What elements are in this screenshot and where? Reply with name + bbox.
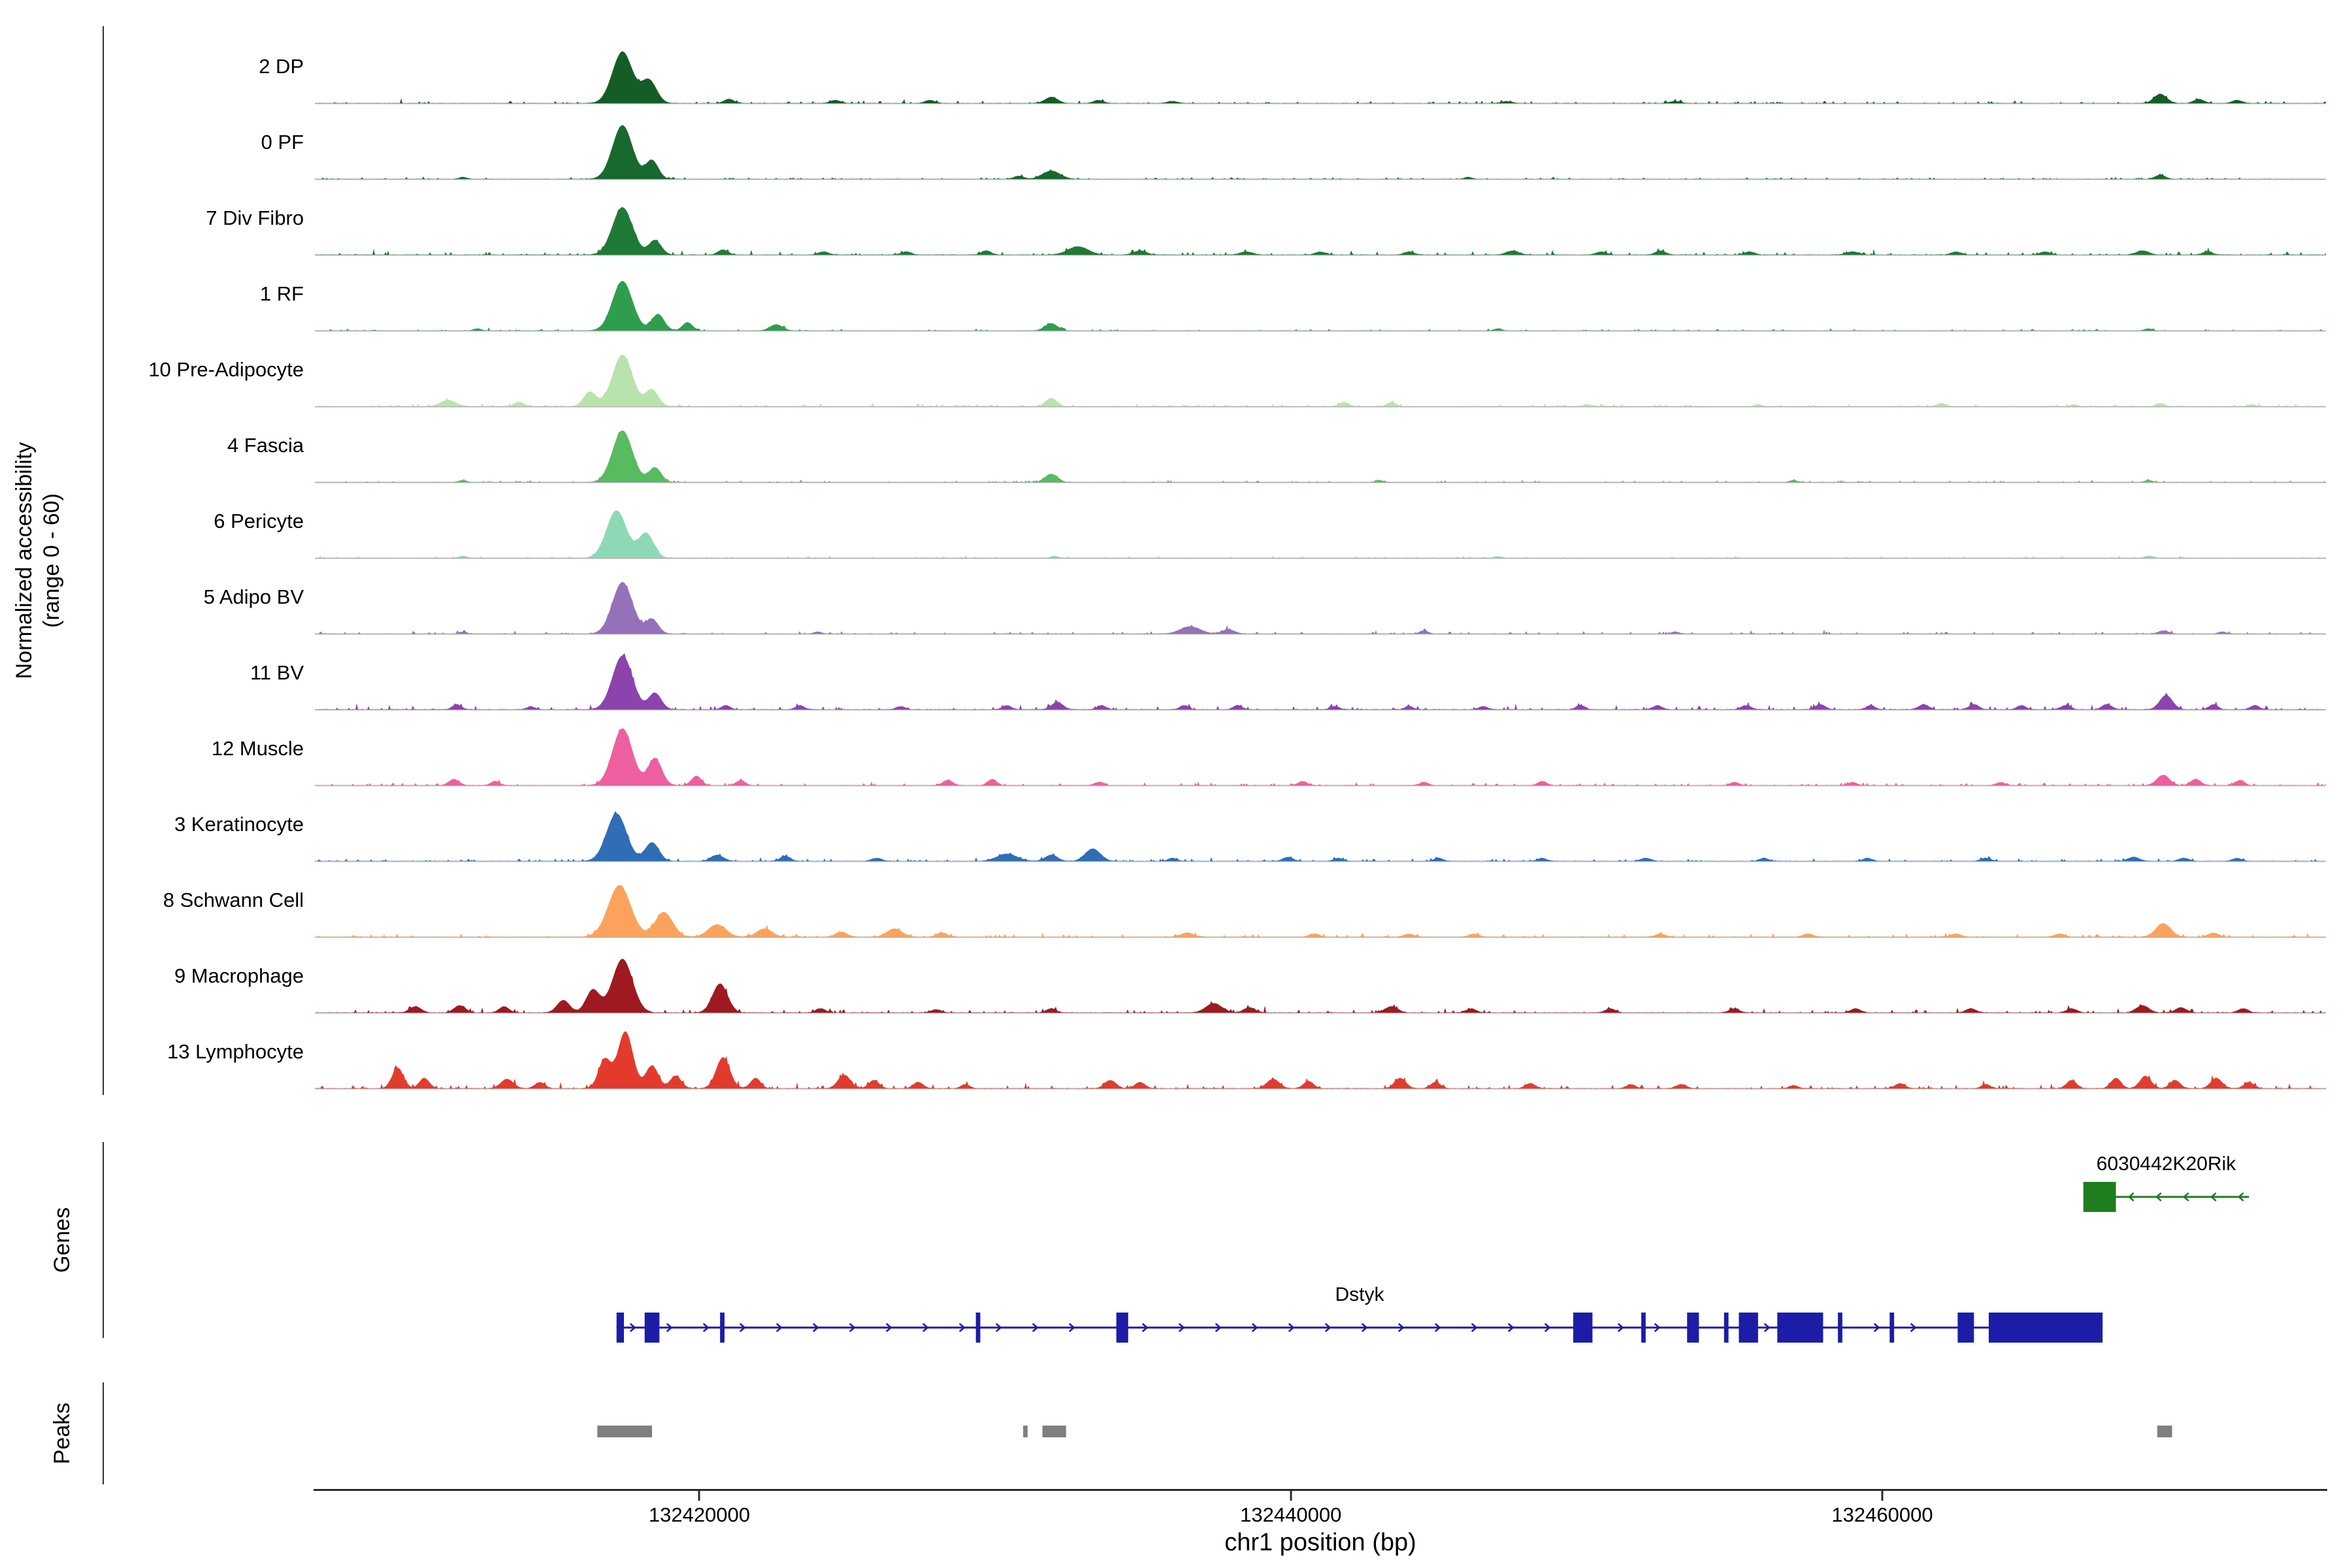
track-label: 3 Keratinocyte	[174, 813, 304, 836]
track-label: 11 BV	[250, 661, 304, 684]
x-tick-label: 132460000	[1831, 1503, 1933, 1526]
track-label: 12 Muscle	[211, 737, 304, 760]
track-row: 2 DP	[0, 29, 2352, 105]
track-label: 0 PF	[261, 131, 304, 154]
peak-calls	[597, 1426, 2172, 1437]
track-label: 9 Macrophage	[174, 964, 304, 987]
track-row: 7 Div Fibro	[0, 180, 2352, 256]
x-axis-title: chr1 position (bp)	[1224, 1529, 1416, 1556]
track-row: 8 Schwann Cell	[0, 862, 2352, 938]
track-row: 13 Lymphocyte	[0, 1014, 2352, 1090]
x-tick-mark	[1290, 1491, 1292, 1501]
peak-box	[597, 1426, 653, 1437]
peak-box	[2157, 1426, 2172, 1437]
track-label: 7 Div Fibro	[206, 206, 304, 229]
x-tick-mark	[1881, 1491, 1884, 1501]
track-row: 0 PF	[0, 105, 2352, 180]
x-tick-mark	[698, 1491, 700, 1501]
track-label: 5 Adipo BV	[203, 585, 304, 608]
track-row: 4 Fascia	[0, 408, 2352, 483]
track-signal	[315, 430, 2326, 483]
track-row: 6 Pericyte	[0, 483, 2352, 559]
track-signal	[315, 728, 2326, 787]
track-signal	[315, 811, 2326, 862]
track-signal	[315, 354, 2326, 408]
gene-model	[2083, 1182, 2249, 1212]
track-signal	[315, 206, 2326, 256]
gene-label-dstyk: Dstyk	[1335, 1284, 1384, 1305]
track-row: 3 Keratinocyte	[0, 787, 2352, 862]
track-signal	[315, 581, 2326, 635]
track-label: 6 Pericyte	[214, 510, 304, 532]
track-signal	[315, 885, 2326, 938]
gene-models	[616, 1182, 2249, 1343]
peak-box	[1042, 1426, 1066, 1437]
track-row: 5 Adipo BV	[0, 559, 2352, 635]
track-label: 10 Pre-Adipocyte	[148, 358, 304, 381]
track-label: 4 Fascia	[227, 434, 304, 457]
track-signal	[315, 510, 2326, 559]
x-axis-line	[314, 1489, 2327, 1491]
x-tick-label: 132420000	[648, 1503, 751, 1526]
track-signal	[315, 51, 2326, 105]
track-row: 12 Muscle	[0, 711, 2352, 787]
track-label: 1 RF	[259, 282, 304, 305]
x-tick-label: 132440000	[1240, 1503, 1342, 1526]
track-signal	[315, 125, 2326, 180]
tracks-axis-line	[103, 26, 104, 1095]
track-signal	[315, 1031, 2326, 1090]
track-label: 13 Lymphocyte	[167, 1040, 304, 1063]
genes-axis-line	[103, 1142, 104, 1338]
gene-label-6030442k20rik: 6030442K20Rik	[2096, 1153, 2236, 1175]
peaks-panel-label: Peaks	[50, 1402, 74, 1465]
track-signal	[315, 958, 2326, 1014]
accessibility-tracks: 2 DP 0 PF 7 Div Fibro 1 RF 10 Pre-Adipocyte 4…	[0, 29, 2352, 1090]
peaks-axis-line	[103, 1382, 104, 1484]
track-row: 10 Pre-Adipocyte	[0, 332, 2352, 408]
genes-panel-label: Genes	[50, 1207, 74, 1273]
track-label: 8 Schwann Cell	[163, 889, 304, 911]
track-signal	[315, 280, 2326, 332]
gene-model	[616, 1313, 2103, 1343]
peak-box	[1023, 1426, 1028, 1437]
track-label: 2 DP	[259, 55, 304, 78]
track-row: 1 RF	[0, 256, 2352, 332]
track-signal	[315, 653, 2326, 711]
track-row: 11 BV	[0, 635, 2352, 711]
track-row: 9 Macrophage	[0, 938, 2352, 1014]
